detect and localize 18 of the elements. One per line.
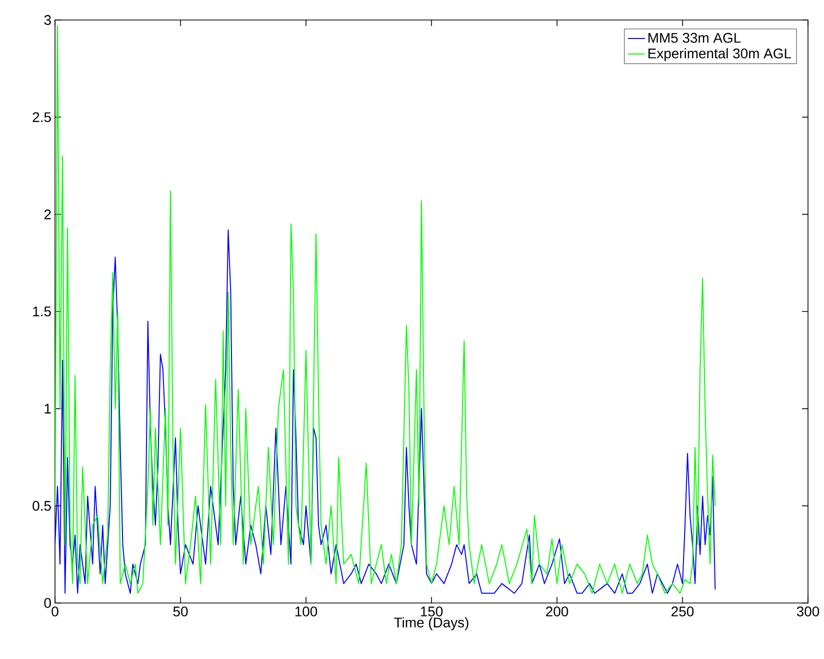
x-tick-label: 250 [672, 606, 694, 616]
x-tick-label: 200 [546, 606, 568, 616]
line-series [55, 229, 716, 594]
y-tick-label: 1 [44, 404, 51, 414]
y-tick-label: 0 [44, 598, 51, 608]
y-tick-label: 2.5 [32, 112, 51, 122]
x-tick-label: 0 [52, 606, 58, 616]
legend-label: Experimental 30m AGL [648, 48, 792, 62]
x-tick-label: 50 [173, 606, 188, 616]
y-tick-label: 2 [44, 209, 51, 220]
legend-label: MM5 33m AGL [648, 32, 741, 43]
y-tick-label: 1.5 [33, 306, 51, 316]
x-tick-label: 300 [796, 606, 820, 616]
x-tick-label: 100 [295, 606, 318, 616]
x-axis-title: Time (Days) [394, 617, 468, 630]
x-tick-label: 150 [420, 606, 443, 616]
y-tick-label: 0.5 [32, 500, 51, 511]
y-tick-label: 3 [44, 15, 51, 25]
